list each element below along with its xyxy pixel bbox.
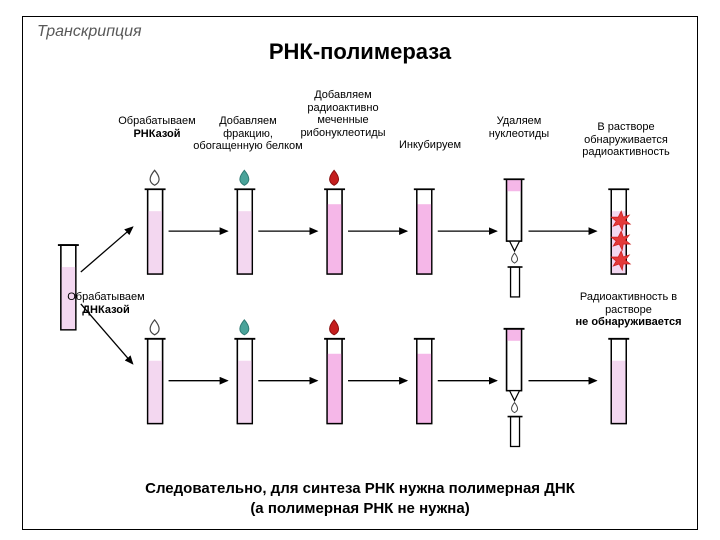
drop-teal-icon — [240, 320, 249, 335]
caption-radio: Добавляемрадиоактивномеченныерибонуклеот… — [293, 89, 393, 140]
arrow-branch-up — [81, 227, 133, 272]
slide: Транскрипция РНК-полимераза — [0, 0, 720, 540]
diagram-frame: Транскрипция РНК-полимераза — [22, 16, 698, 530]
column-top — [504, 179, 525, 297]
drop-clear-icon — [150, 170, 159, 185]
tube-top-3 — [324, 170, 345, 274]
column-bot — [504, 329, 525, 447]
drop-teal-icon — [240, 170, 249, 185]
caption-rnase: ОбрабатываемРНКазой — [118, 115, 196, 140]
caption-incubate: Инкубируем — [395, 139, 465, 152]
tube-bot-2 — [234, 320, 255, 424]
tube-bot-4 — [414, 339, 435, 424]
caption-negative: Радиоактивность врастворене обнаруживает… — [571, 291, 686, 329]
tube-top-1 — [145, 170, 166, 274]
caption-positive: В раствореобнаруживаетсярадиоактивность — [571, 121, 681, 159]
drop-red-icon — [330, 170, 339, 185]
caption-dnase: ОбрабатываемДНКазой — [67, 291, 145, 316]
tube-top-4 — [414, 189, 435, 274]
drop-red-icon — [330, 320, 339, 335]
tube-bot-result — [608, 339, 629, 424]
tube-top-2 — [234, 170, 255, 274]
caption-protein: Добавляем фракцию,обогащенную белком — [193, 115, 303, 153]
caption-remove: Удаляемнуклеотиды — [481, 115, 557, 140]
tube-bot-1 — [145, 320, 166, 424]
tube-top-result — [608, 189, 630, 274]
tube-start — [58, 245, 79, 330]
drop-clear-icon — [150, 320, 159, 335]
conclusion: Следовательно, для синтеза РНК нужна пол… — [23, 479, 697, 520]
tube-bot-3 — [324, 320, 345, 424]
